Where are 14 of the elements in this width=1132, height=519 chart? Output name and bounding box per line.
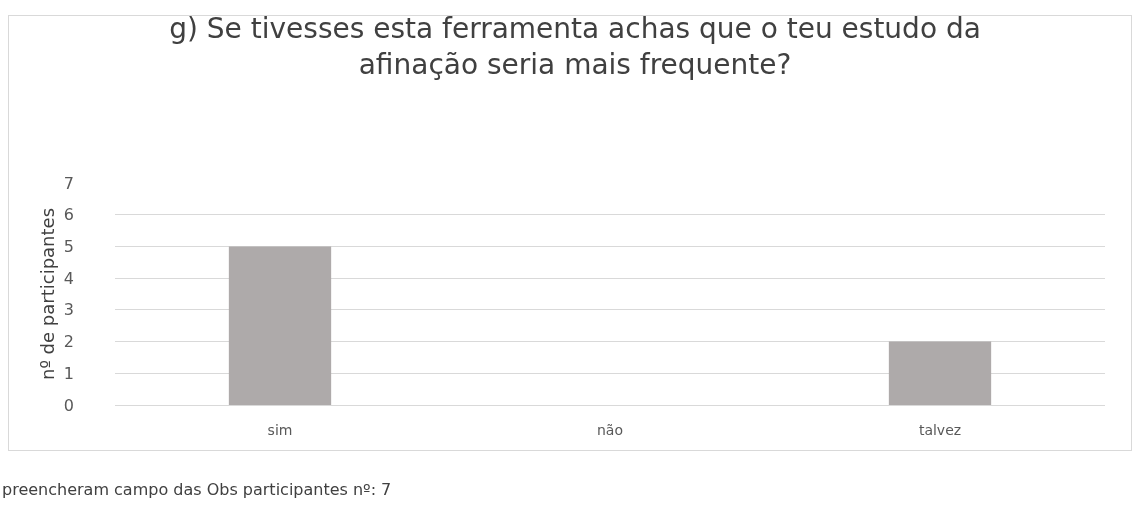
x-tick-label: não — [596, 421, 624, 438]
y-tick-label: 2 — [63, 332, 74, 352]
y-tick-label: 0 — [63, 395, 74, 415]
x-tick-label: talvez — [918, 421, 962, 438]
y-tick-label: 1 — [63, 363, 74, 383]
y-tick-label: 5 — [63, 237, 74, 257]
y-tick-label: 4 — [63, 268, 74, 288]
y-tick-label: 3 — [63, 300, 74, 320]
y-tick-label: 6 — [63, 205, 74, 225]
y-axis-title: nº de participantes — [37, 207, 59, 381]
chart-title: g) Se tivesses esta ferramenta achas que o teu estudo da afinação seria mais frequente? — [169, 12, 981, 82]
text: preencheram campo das Obs participantes nº: 7 — [2, 480, 392, 499]
x-tick-label: sim — [267, 421, 293, 438]
y-tick-label: 7 — [63, 173, 74, 193]
